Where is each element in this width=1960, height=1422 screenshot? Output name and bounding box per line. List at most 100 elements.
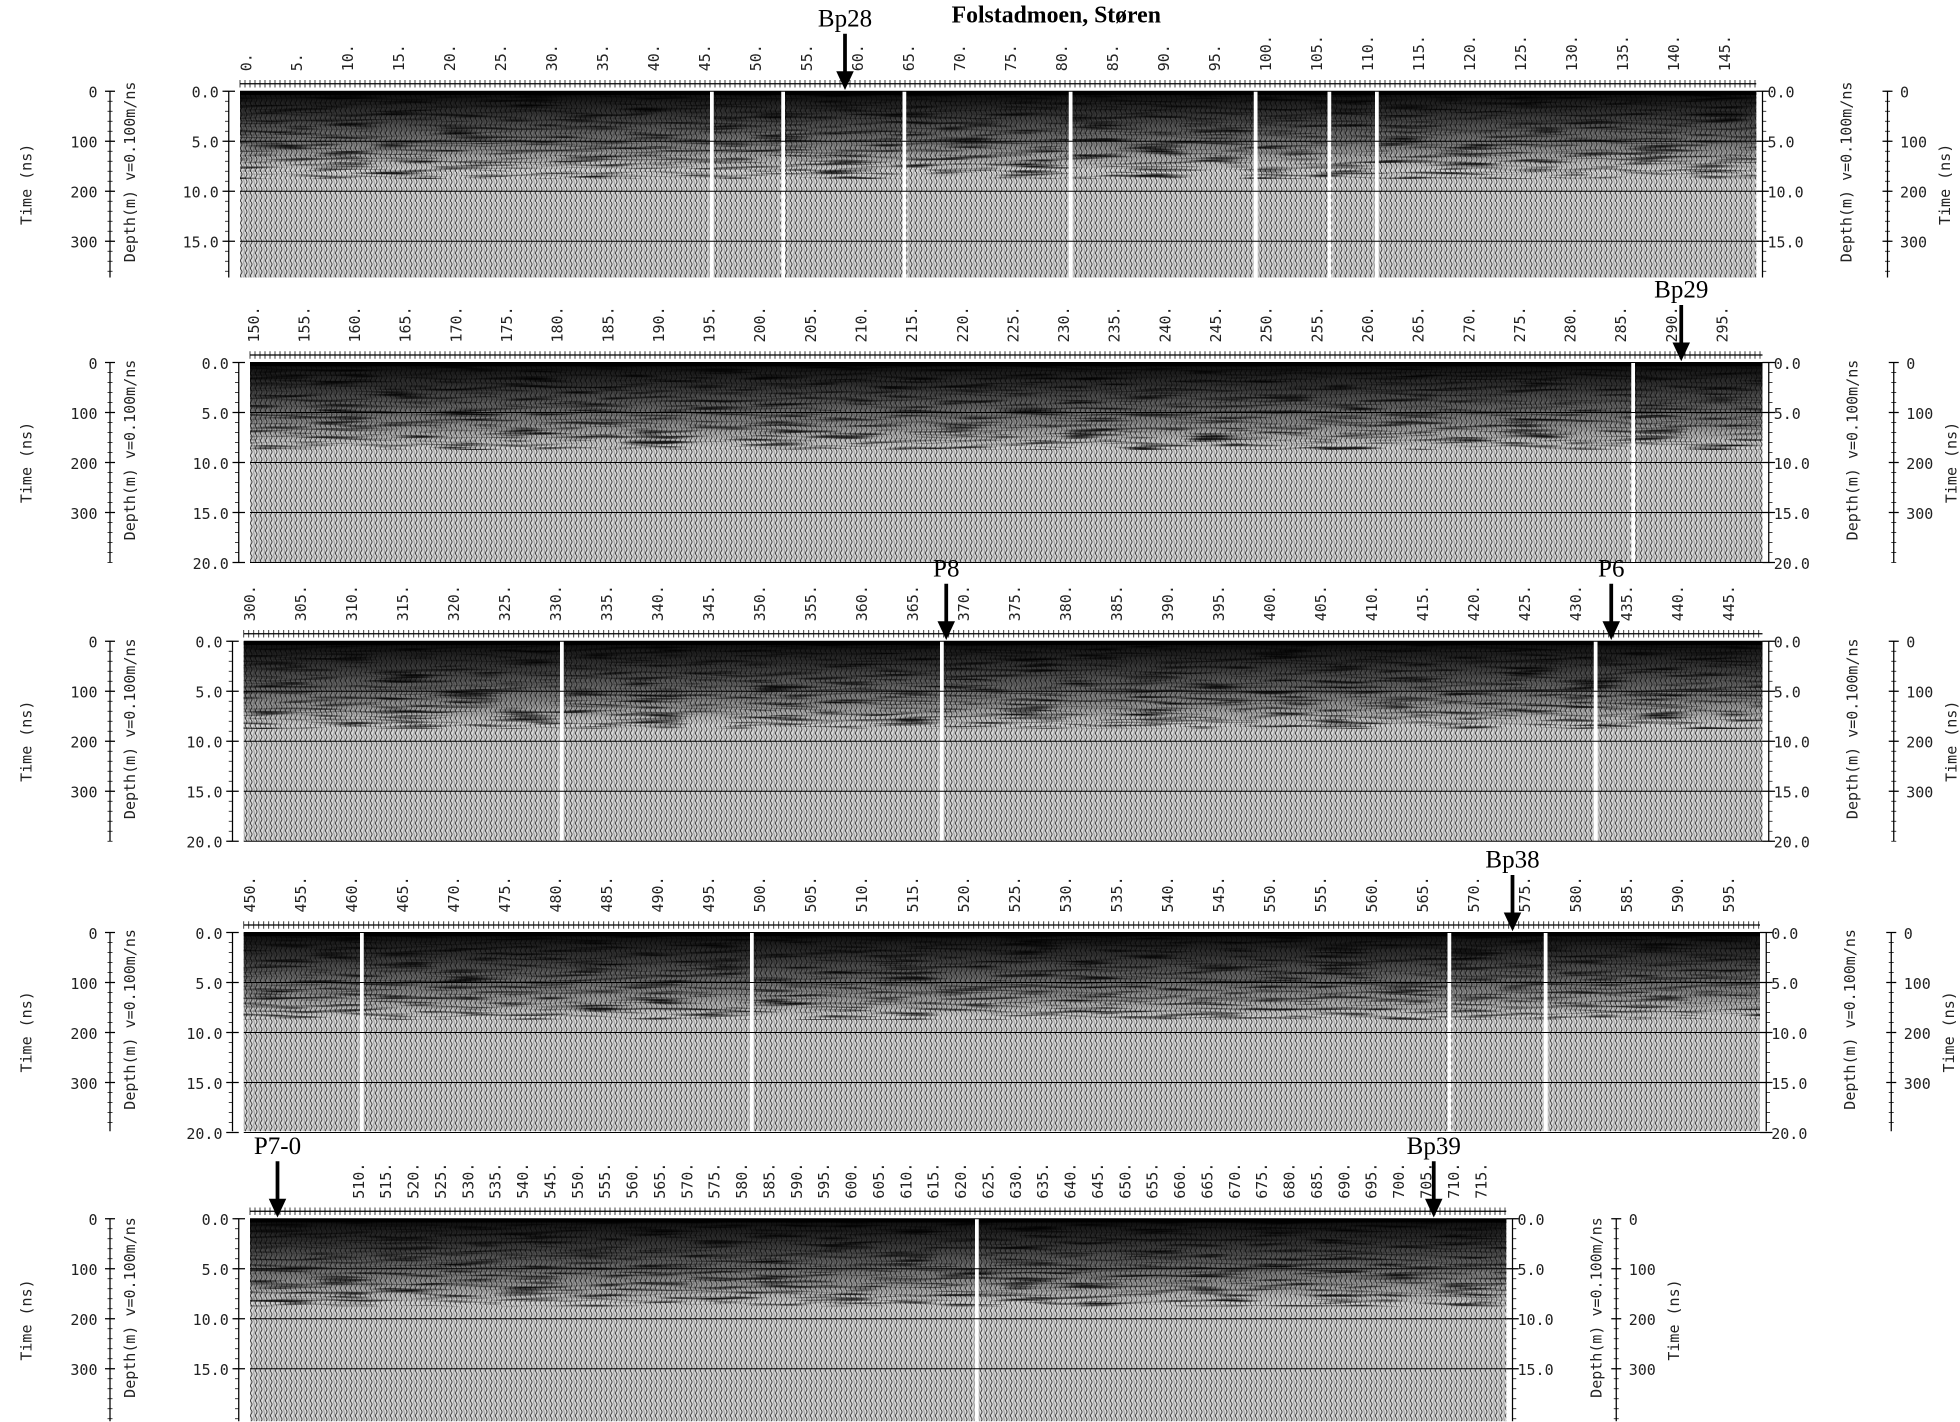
distance-label: 85.: [1104, 44, 1122, 71]
time-label: 0: [1906, 355, 1915, 373]
time-label: 0: [88, 355, 97, 373]
depth-label: 0.0: [1768, 84, 1795, 102]
distance-label: 155.: [295, 306, 313, 342]
distance-label: 655.: [1144, 1163, 1162, 1199]
marker-label: P8: [933, 555, 959, 582]
distance-label: 500.: [751, 876, 769, 912]
distance-label: 410.: [1363, 585, 1381, 621]
distance-label: 5.: [288, 53, 306, 71]
distance-label: 705.: [1417, 1163, 1435, 1199]
time-label: 0: [88, 925, 97, 943]
distance-label: 510.: [350, 1163, 368, 1199]
time-label: 100: [1629, 1261, 1656, 1279]
depth-axis-title: Depth(m) v=0.100m/ns: [1844, 638, 1862, 819]
distance-label: 0.: [237, 53, 255, 71]
distance-label: 605.: [870, 1163, 888, 1199]
distance-label: 110.: [1359, 35, 1377, 71]
distance-label: 590.: [788, 1163, 806, 1199]
time-label: 100: [70, 975, 97, 993]
distance-label: 600.: [843, 1163, 861, 1199]
marker-arrowhead: [836, 71, 854, 91]
distance-label: 420.: [1465, 585, 1483, 621]
distance-label: 695.: [1363, 1163, 1381, 1199]
depth-label: 15.0: [183, 234, 219, 252]
time-axis-title: Time (ns): [17, 991, 35, 1072]
time-label: 0: [88, 1211, 97, 1229]
time-label: 300: [1900, 234, 1927, 252]
time-axis-title: Time (ns): [1942, 422, 1960, 503]
time-label: 100: [1906, 684, 1933, 702]
depth-label: 5.0: [195, 684, 222, 702]
time-label: 100: [70, 1261, 97, 1279]
distance-label: 275.: [1511, 306, 1529, 342]
distance-label: 25.: [492, 44, 510, 71]
distance-label: 595.: [815, 1163, 833, 1199]
distance-label: 430.: [1567, 585, 1585, 621]
time-axis-title: Time (ns): [1665, 1279, 1683, 1360]
distance-label: 200.: [751, 306, 769, 342]
distance-label: 10.: [339, 44, 357, 71]
distance-label: 565.: [651, 1163, 669, 1199]
time-label: 200: [70, 734, 97, 752]
distance-label: 245.: [1207, 306, 1225, 342]
distance-label: 365.: [904, 585, 922, 621]
distance-label: 610.: [897, 1163, 915, 1199]
distance-label: 475.: [496, 876, 514, 912]
distance-label: 540.: [514, 1163, 532, 1199]
depth-label: 10.0: [1774, 734, 1810, 752]
distance-label: 280.: [1562, 306, 1580, 342]
distance-label: 540.: [1159, 876, 1177, 912]
depth-axis-title: Depth(m) v=0.100m/ns: [1844, 360, 1862, 541]
depth-label: 15.0: [1771, 1075, 1807, 1093]
distance-label: 300.: [241, 585, 259, 621]
trace-gap: [1447, 932, 1452, 1132]
distance-label: 80.: [1053, 44, 1071, 71]
depth-label: 15.0: [186, 1075, 222, 1093]
time-axis-title: Time (ns): [1942, 701, 1960, 782]
depth-axis-title: Depth(m) v=0.100m/ns: [121, 1217, 139, 1398]
depth-label: 0.0: [202, 1211, 229, 1229]
depth-label: 0.0: [1518, 1211, 1545, 1229]
distance-label: 495.: [700, 876, 718, 912]
distance-label: 525.: [1006, 876, 1024, 912]
distance-label: 710.: [1445, 1163, 1463, 1199]
depth-axis-title: Depth(m) v=0.100m/ns: [121, 929, 139, 1110]
surface-line: [250, 362, 1763, 367]
time-label: 300: [1906, 505, 1933, 523]
distance-label: 585.: [1618, 876, 1636, 912]
distance-label: 75.: [1002, 44, 1020, 71]
distance-label: 595.: [1720, 876, 1738, 912]
distance-label: 555.: [1312, 876, 1330, 912]
distance-label: 210.: [853, 306, 871, 342]
depth-label: 0.0: [195, 634, 222, 652]
time-label: 0: [1900, 84, 1909, 102]
distance-label: 15.: [390, 44, 408, 71]
distance-label: 325.: [496, 585, 514, 621]
distance-label: 560.: [1363, 876, 1381, 912]
marker-arrowhead: [1503, 912, 1522, 932]
marker-label: Bp29: [1654, 277, 1708, 304]
distance-label: 135.: [1614, 35, 1632, 71]
distance-label: 165.: [397, 306, 415, 342]
distance-label: 570.: [1465, 876, 1483, 912]
distance-label: 310.: [343, 585, 361, 621]
distance-label: 675.: [1253, 1163, 1271, 1199]
surface-line: [240, 91, 1757, 96]
marker-arrowhead: [1425, 1198, 1443, 1218]
distance-label: 45.: [696, 44, 714, 71]
time-label: 200: [1900, 184, 1927, 202]
reflection-band: [250, 1218, 1507, 1422]
surface-line: [250, 1218, 1507, 1223]
depth-label: 10.0: [186, 734, 222, 752]
distance-label: 320.: [445, 585, 463, 621]
distance-label: 550.: [569, 1163, 587, 1199]
depth-label: 15.0: [193, 1361, 229, 1379]
distance-label: 465.: [394, 876, 412, 912]
distance-label: 185.: [599, 306, 617, 342]
time-label: 300: [1906, 784, 1933, 802]
marker-label: Bp39: [1407, 1133, 1461, 1160]
distance-label: 175.: [498, 306, 516, 342]
depth-label: 10.0: [1771, 1025, 1807, 1043]
time-label: 100: [70, 134, 97, 152]
